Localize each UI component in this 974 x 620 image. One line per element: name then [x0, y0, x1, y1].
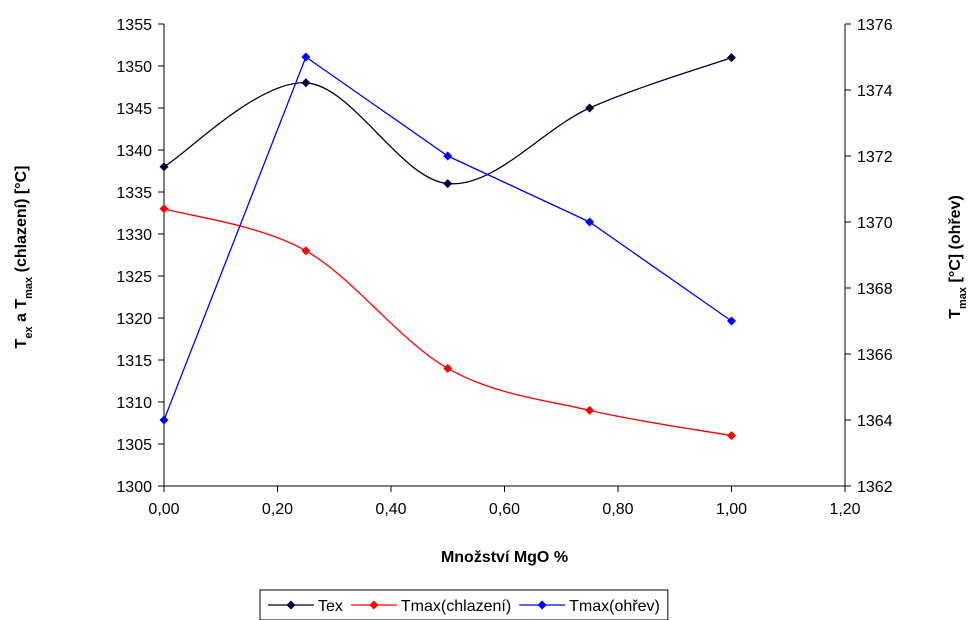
left-y-axis-title: Tex a Tmax (chlazení) [°C]: [13, 166, 35, 349]
data-point-tmax-oh-ev: [585, 217, 595, 227]
x-axis: 0,00 0,20 0,40 0,60 0,80 1,00 1,20: [148, 485, 861, 518]
data-point-tmax-oh-ev: [159, 415, 169, 425]
left-tick-label: 1300: [116, 479, 152, 496]
data-point-tmax-chlazen: [301, 246, 311, 256]
axis-title-part: [°C] (ohřev): [947, 195, 964, 287]
right-tick-label: 1368: [857, 281, 893, 298]
x-tick-label: 1,20: [829, 501, 860, 518]
right-tick-label: 1362: [857, 479, 893, 496]
left-tick-label: 1315: [116, 353, 152, 370]
left-tick-label: 1305: [116, 437, 152, 454]
axis-title-part: T: [947, 309, 964, 319]
axis-title-part: T: [13, 338, 30, 348]
data-point-tmax-chlazen: [727, 431, 736, 441]
legend-marker-tmax-chlazen: [369, 600, 379, 610]
legend-label-tex: Tex: [318, 598, 343, 615]
left-tick-label: 1345: [116, 101, 152, 118]
data-point-tex: [159, 162, 169, 172]
left-tick-label: 1330: [116, 227, 152, 244]
right-y-axis: 1362 1364 1366 1368 1370 1372 1374 1376: [844, 17, 893, 496]
series-line-tmax-chlazen: [163, 208, 732, 437]
left-tick-label: 1310: [116, 395, 152, 412]
left-tick-label: 1350: [116, 59, 152, 76]
axis-title-part: (chlazení) [°C]: [13, 166, 30, 277]
legend-label-tmax-chlazen: Tmax(chlazení): [401, 598, 511, 615]
left-tick-label: 1335: [116, 185, 152, 202]
data-point-tmax-oh-ev: [727, 316, 736, 326]
axis-title-part: max: [957, 286, 969, 309]
series-line-tex: [163, 56, 732, 185]
data-point-tex: [585, 103, 595, 113]
left-tick-label: 1340: [116, 143, 152, 160]
legend-marker-tex: [286, 600, 296, 610]
x-tick-label: 0,80: [602, 501, 633, 518]
data-point-tmax-chlazen: [159, 204, 169, 214]
right-tick-label: 1372: [857, 149, 893, 166]
legend-label-tmax-oh-ev: Tmax(ohřev): [569, 598, 660, 615]
right-tick-label: 1376: [857, 17, 893, 34]
x-tick-label: 0,40: [375, 501, 406, 518]
legend: Tex Tmax(chlazení) Tmax(ohřev): [259, 589, 669, 620]
data-point-tmax-chlazen: [443, 363, 453, 373]
axis-title-part: ex: [23, 326, 35, 339]
right-tick-label: 1374: [857, 83, 893, 100]
data-point-tex: [301, 78, 311, 88]
data-point-tmax-chlazen: [585, 405, 595, 415]
right-tick-label: 1366: [857, 347, 893, 364]
x-tick-label: 0,20: [262, 501, 293, 518]
left-tick-label: 1325: [116, 269, 152, 286]
axis-title-part: max: [23, 276, 35, 299]
legend-marker-tmax-oh-ev: [537, 600, 547, 610]
x-tick-label: 0,00: [148, 501, 179, 518]
right-tick-label: 1364: [857, 413, 893, 430]
x-axis-title: Množství MgO %: [441, 549, 568, 566]
series-layer: [159, 52, 736, 441]
x-tick-label: 0,60: [489, 501, 520, 518]
left-tick-label: 1320: [116, 311, 152, 328]
right-y-axis-title: Tmax [°C] (ohřev): [947, 195, 969, 319]
right-tick-label: 1370: [857, 215, 893, 232]
data-point-tmax-oh-ev: [443, 151, 453, 161]
axis-title-part: a T: [13, 299, 30, 327]
x-tick-label: 1,00: [716, 501, 747, 518]
legend-box: [259, 589, 669, 620]
data-point-tex: [443, 179, 453, 189]
left-tick-label: 1355: [116, 17, 152, 34]
data-point-tex: [727, 53, 736, 63]
data-point-tmax-oh-ev: [301, 52, 311, 62]
left-y-axis: 1300 1305 1310 1315 1320 1325 1330 1335 1340 1345…: [116, 17, 165, 496]
